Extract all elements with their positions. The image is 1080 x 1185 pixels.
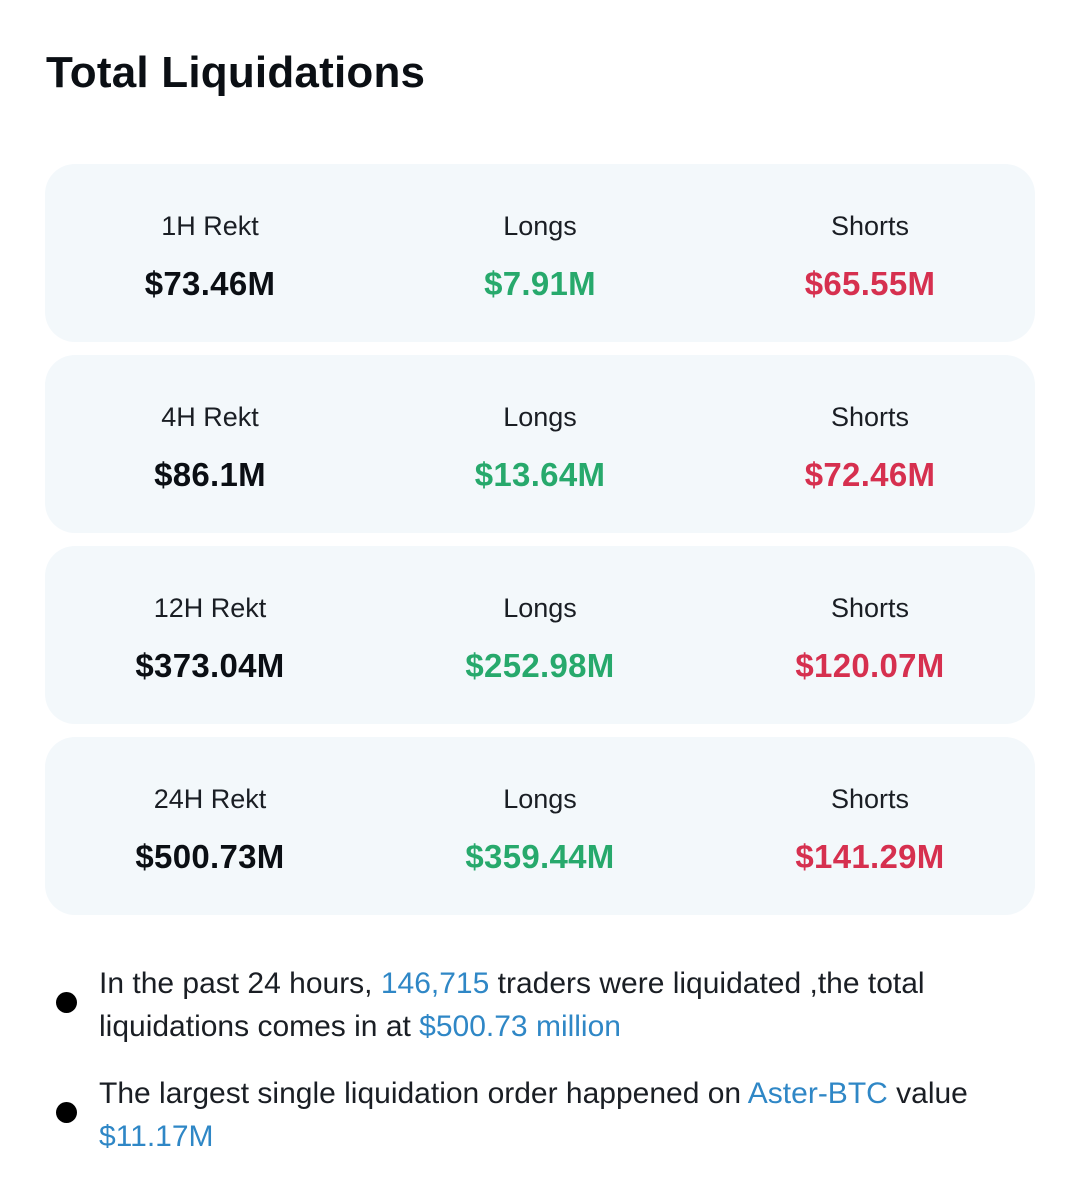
period-label: 12H Rekt [153, 593, 267, 623]
shorts-value: $141.29M [795, 838, 945, 875]
total-amount-link[interactable]: $500.73 million [419, 1010, 621, 1043]
total-column: 4H Rekt $86.1M [45, 355, 375, 533]
longs-label: Longs [503, 593, 577, 623]
shorts-label: Shorts [830, 593, 910, 623]
longs-column: Longs $7.91M [375, 164, 705, 342]
shorts-value: $120.07M [795, 647, 945, 684]
total-value: $73.46M [144, 265, 276, 302]
bullet-icon [56, 1102, 77, 1123]
period-label: 24H Rekt [153, 784, 267, 814]
summary-notes: In the past 24 hours, 146,715 traders we… [54, 962, 1044, 1182]
note-text: value [887, 1077, 968, 1110]
bullet-icon [56, 992, 77, 1013]
page-title: Total Liquidations [46, 48, 426, 97]
shorts-column: Shorts $120.07M [705, 546, 1035, 724]
shorts-column: Shorts $72.46M [705, 355, 1035, 533]
total-value: $500.73M [135, 838, 285, 875]
liquidation-cards: 1H Rekt $73.46M Longs $7.91M Shorts $65.… [45, 164, 1035, 928]
total-column: 1H Rekt $73.46M [45, 164, 375, 342]
note-traders-liquidated: In the past 24 hours, 146,715 traders we… [54, 962, 1044, 1048]
longs-label: Longs [503, 211, 577, 241]
pair-link[interactable]: Aster-BTC [747, 1077, 888, 1110]
shorts-column: Shorts $141.29M [705, 737, 1035, 915]
shorts-label: Shorts [830, 402, 910, 432]
longs-value: $13.64M [474, 456, 606, 493]
longs-column: Longs $359.44M [375, 737, 705, 915]
liquidation-card-12h: 12H Rekt $373.04M Longs $252.98M Shorts … [45, 546, 1035, 724]
longs-column: Longs $13.64M [375, 355, 705, 533]
longs-value: $252.98M [465, 647, 615, 684]
longs-label: Longs [503, 402, 577, 432]
longs-value: $7.91M [484, 265, 596, 302]
note-largest-order: The largest single liquidation order hap… [54, 1072, 1044, 1158]
longs-label: Longs [503, 784, 577, 814]
period-label: 1H Rekt [161, 211, 259, 241]
shorts-value: $72.46M [804, 456, 936, 493]
total-value: $373.04M [135, 647, 285, 684]
liquidation-card-24h: 24H Rekt $500.73M Longs $359.44M Shorts … [45, 737, 1035, 915]
total-column: 12H Rekt $373.04M [45, 546, 375, 724]
liquidation-card-1h: 1H Rekt $73.46M Longs $7.91M Shorts $65.… [45, 164, 1035, 342]
period-label: 4H Rekt [161, 402, 259, 432]
liquidation-card-4h: 4H Rekt $86.1M Longs $13.64M Shorts $72.… [45, 355, 1035, 533]
shorts-value: $65.55M [804, 265, 936, 302]
note-text: The largest single liquidation order hap… [99, 1077, 748, 1110]
total-value: $86.1M [154, 456, 266, 493]
shorts-label: Shorts [830, 211, 910, 241]
shorts-label: Shorts [830, 784, 910, 814]
longs-column: Longs $252.98M [375, 546, 705, 724]
note-text: traders were liquidated ,the total liqui… [99, 967, 925, 1043]
longs-value: $359.44M [465, 838, 615, 875]
note-text: In the past 24 hours, [99, 967, 381, 1000]
shorts-column: Shorts $65.55M [705, 164, 1035, 342]
order-value-link[interactable]: $11.17M [99, 1120, 214, 1153]
total-column: 24H Rekt $500.73M [45, 737, 375, 915]
traders-count-link[interactable]: 146,715 [380, 967, 490, 1000]
